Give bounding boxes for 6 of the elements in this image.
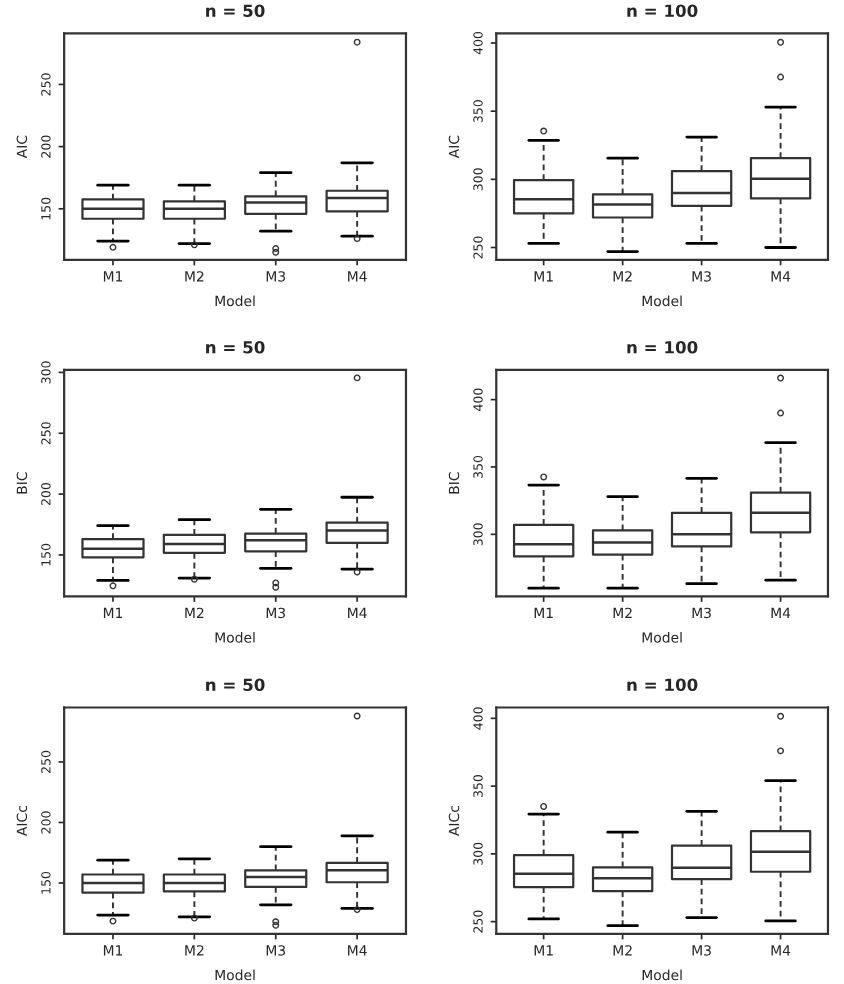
chart-title: n = 100 [627,4,698,18]
chart-title: n = 50 [206,340,265,354]
chart-title: n = 50 [206,678,265,692]
chart-title: n = 100 [627,340,698,354]
chart-title: n = 50 [206,4,265,18]
chart-title: n = 100 [627,678,698,692]
